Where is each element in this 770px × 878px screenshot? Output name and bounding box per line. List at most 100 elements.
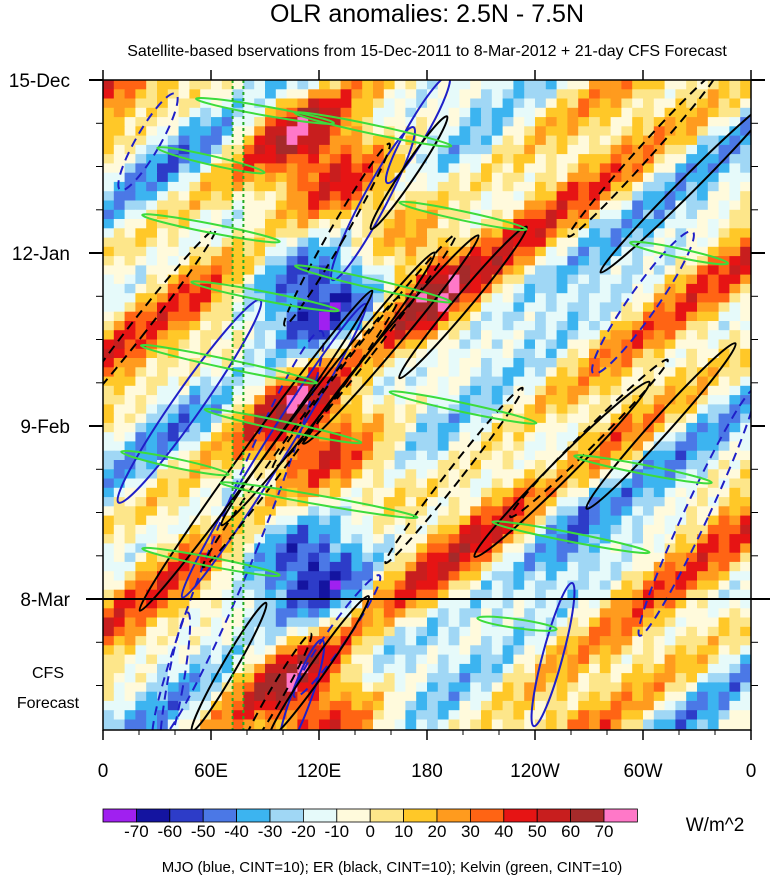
heat-cell: [319, 107, 331, 118]
heat-cell: [319, 311, 331, 322]
heat-cell: [610, 209, 622, 220]
heat-cell: [556, 89, 568, 100]
heat-cell: [470, 534, 482, 544]
heat-cell: [254, 700, 266, 711]
heat-cell: [729, 599, 741, 609]
heat-cell: [275, 524, 288, 535]
heat-cell: [427, 497, 439, 507]
heat-cell: [491, 126, 504, 137]
heat-cell: [502, 256, 514, 266]
heat-cell: [167, 209, 180, 220]
heat-cell: [448, 367, 460, 378]
heat-cell: [221, 561, 234, 572]
heat-cell: [243, 608, 255, 619]
heat-cell: [632, 339, 644, 350]
heat-cell: [427, 89, 439, 100]
heat-cell: [643, 80, 655, 90]
heat-cell: [373, 311, 385, 322]
heat-cell: [211, 256, 223, 266]
heat-cell: [545, 515, 558, 526]
heat-cell: [232, 302, 244, 313]
heat-cell: [232, 700, 244, 711]
heat-cell: [113, 219, 126, 229]
heat-cell: [362, 135, 374, 146]
heat-cell: [189, 487, 201, 498]
heat-cell: [189, 181, 201, 192]
heat-cell: [675, 191, 687, 202]
heat-cell: [740, 654, 751, 665]
heat-cell: [221, 172, 234, 183]
heat-cell: [373, 274, 385, 285]
heat-cell: [308, 673, 320, 683]
heat-cell: [103, 98, 115, 109]
colorbar-swatch: [369, 808, 405, 823]
heat-cell: [286, 478, 298, 489]
heat-cell: [232, 395, 244, 405]
heat-cell: [599, 710, 612, 721]
heat-cell: [729, 321, 741, 331]
heat-cell: [427, 404, 439, 415]
heat-cell: [578, 682, 590, 693]
y-tick-label: 15-Dec: [9, 71, 70, 92]
heat-cell: [308, 700, 320, 711]
heat-cell: [200, 274, 212, 285]
heat-cell: [383, 274, 396, 285]
heat-cell: [113, 283, 126, 294]
heat-cell: [643, 515, 655, 526]
heat-cell: [545, 441, 558, 452]
heat-cell: [675, 608, 687, 619]
heat-cell: [513, 626, 525, 637]
heat-cell: [254, 321, 266, 331]
heat-cell: [189, 330, 201, 341]
heat-cell: [329, 385, 342, 396]
heat-cell: [470, 126, 482, 137]
heat-cell: [535, 534, 547, 544]
heat-cell: [664, 172, 676, 183]
heat-cell: [675, 80, 687, 90]
heat-cell: [740, 626, 751, 637]
heat-cell: [589, 534, 601, 544]
heat-cell: [686, 274, 698, 285]
heat-cell: [707, 534, 720, 544]
heat-cell: [556, 413, 568, 424]
heat-cell: [167, 617, 180, 628]
heat-cell: [653, 80, 666, 90]
heat-cell: [535, 543, 547, 554]
heat-cell: [351, 413, 363, 424]
heat-cell: [578, 497, 590, 507]
heat-cell: [427, 237, 439, 248]
heat-cell: [103, 163, 115, 174]
heat-cell: [308, 144, 320, 155]
heat-cell: [707, 209, 720, 220]
heat-cell: [221, 219, 234, 229]
heat-cell: [167, 172, 180, 183]
heat-cell: [740, 311, 751, 322]
heat-cell: [664, 441, 676, 452]
heat-cell: [383, 487, 396, 498]
heat-cell: [113, 534, 126, 544]
heat-cell: [643, 552, 655, 563]
heat-cell: [686, 237, 698, 248]
heat-cell: [448, 571, 460, 582]
heat-cell: [265, 367, 277, 378]
heat-cell: [437, 395, 450, 405]
heat-cell: [221, 571, 234, 582]
heat-cell: [610, 367, 622, 378]
heat-cell: [200, 80, 212, 90]
heat-cell: [189, 395, 201, 405]
heat-cell: [686, 626, 698, 637]
heat-cell: [297, 311, 309, 322]
heat-cell: [459, 469, 471, 480]
heat-cell: [427, 561, 439, 572]
heat-cell: [200, 682, 212, 693]
heat-cell: [103, 469, 115, 480]
heat-cell: [718, 552, 730, 563]
heat-cell: [286, 358, 298, 368]
heat-cell: [254, 404, 266, 415]
heat-cell: [621, 543, 633, 554]
heat-cell: [286, 385, 298, 396]
heat-cell: [103, 395, 115, 405]
heat-cell: [221, 682, 234, 693]
heat-cell: [437, 302, 450, 313]
heat-cell: [599, 422, 612, 433]
